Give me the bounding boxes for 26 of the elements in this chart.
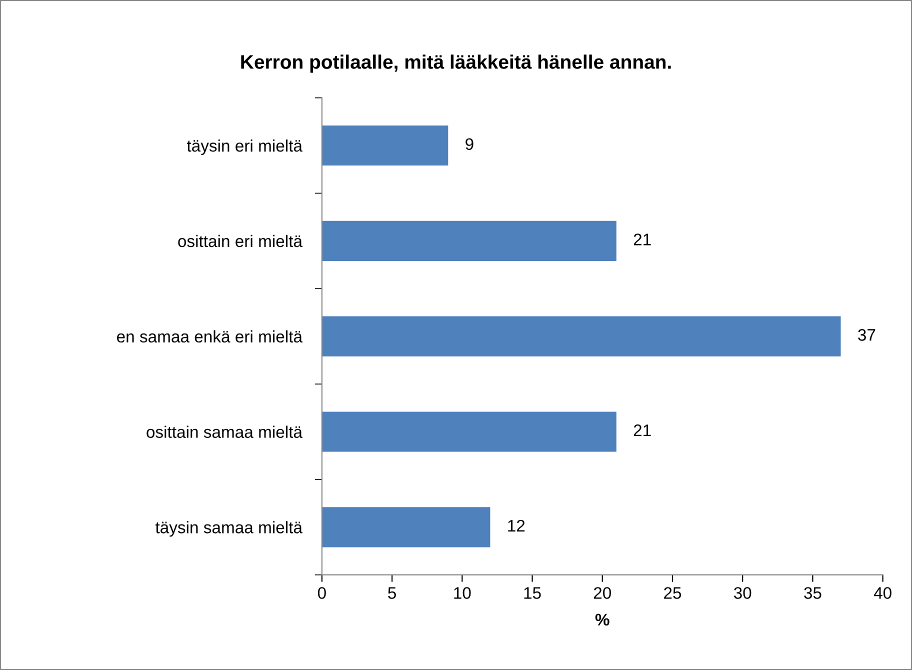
bar xyxy=(322,507,490,548)
data-label: 21 xyxy=(634,234,651,246)
y-tick-label: täysin samaa mieltä xyxy=(155,521,302,537)
x-tick-label: 35 xyxy=(804,587,822,599)
x-tick-label: 5 xyxy=(388,587,396,599)
chart-title: Kerron potilaalle, mitä lääkkeitä hänelle annan. xyxy=(241,54,671,73)
bar xyxy=(322,125,448,166)
data-label: 12 xyxy=(508,520,525,532)
data-label: 21 xyxy=(634,424,651,436)
y-tick-label: täysin eri mieltä xyxy=(186,139,302,156)
y-tick-label: en samaa enkä eri mieltä xyxy=(117,330,303,343)
x-tick-label: 25 xyxy=(664,587,682,599)
bar xyxy=(322,412,616,452)
bar xyxy=(322,220,616,261)
x-tick-label: 10 xyxy=(454,587,471,599)
x-axis-title: % xyxy=(595,614,610,626)
x-tick-label: 15 xyxy=(524,587,541,599)
data-label: 37 xyxy=(858,329,876,341)
x-tick-label: 40 xyxy=(874,587,892,599)
x-tick-label: 20 xyxy=(594,587,611,599)
y-tick-label: osittain samaa mieltä xyxy=(146,426,302,438)
x-tick-label: 0 xyxy=(318,587,326,599)
bar xyxy=(322,316,841,356)
x-tick-label: 30 xyxy=(734,587,752,599)
data-label: 9 xyxy=(466,138,474,150)
y-tick-label: osittain eri mieltä xyxy=(178,234,302,248)
